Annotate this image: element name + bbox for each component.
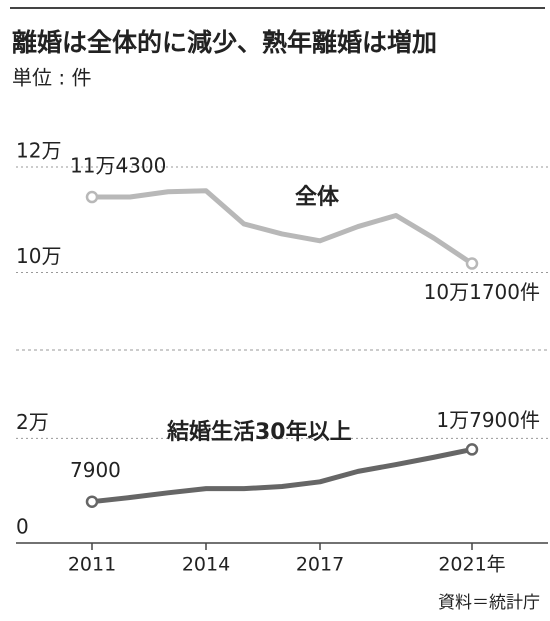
y-tick-label: 12万 bbox=[16, 138, 61, 162]
chart-title: 離婚は全体的に減少、熟年離婚は増加 bbox=[12, 28, 437, 57]
point-marker bbox=[465, 257, 479, 270]
x-tick-label: 2021年 bbox=[438, 554, 505, 576]
series-name: 結婚生活30年以上 bbox=[166, 419, 352, 445]
data-label: 1万7900件 bbox=[436, 408, 540, 432]
series-line bbox=[91, 446, 473, 505]
series-line bbox=[92, 188, 474, 266]
y-tick-label: 10万 bbox=[16, 244, 61, 268]
x-tick-label: 2014 bbox=[182, 554, 230, 576]
source: 資料＝統計庁 bbox=[438, 593, 540, 613]
data-label: 7900 bbox=[70, 458, 121, 482]
point-marker bbox=[85, 190, 99, 204]
point-marker bbox=[85, 495, 99, 508]
data-label: 10万1700件 bbox=[424, 280, 540, 304]
series-name: 全体 bbox=[295, 184, 340, 210]
y-tick-label: 2万 bbox=[16, 410, 49, 434]
x-tick-label: 2011 bbox=[68, 554, 116, 576]
unit-label: 単位 : 件 bbox=[12, 66, 91, 90]
point-marker bbox=[465, 443, 479, 456]
y-tick-label: 0 bbox=[16, 515, 29, 539]
data-label: 11万4300 bbox=[70, 154, 166, 178]
x-tick-label: 2017 bbox=[296, 554, 344, 576]
